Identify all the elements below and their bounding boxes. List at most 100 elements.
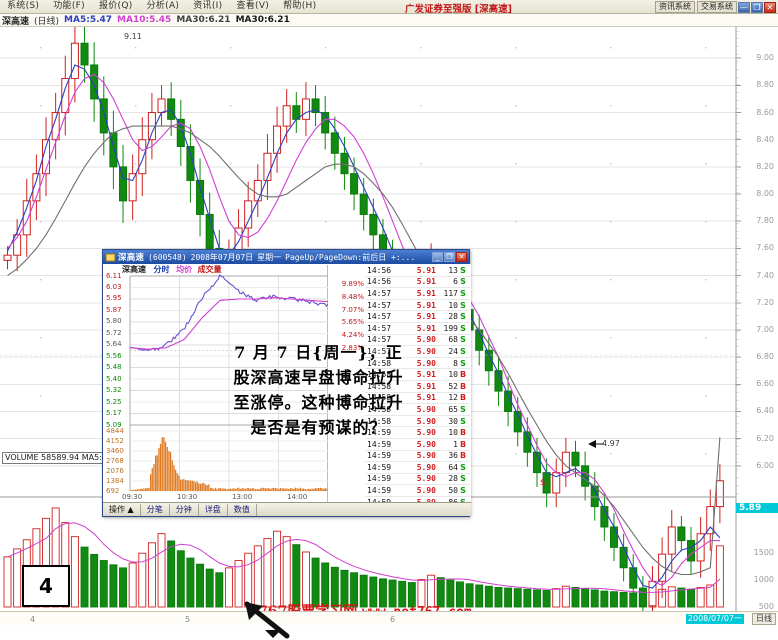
tick-price: 5.90 bbox=[416, 474, 436, 484]
info-ma60: MA30:6.21 bbox=[235, 15, 290, 25]
low-price-label: 4.97 bbox=[602, 439, 620, 448]
intraday-price-tick: 5.56 bbox=[106, 351, 122, 360]
minimize-icon[interactable]: — bbox=[738, 1, 750, 13]
tick-row[interactable]: 14:56 5.91 13 S bbox=[365, 265, 470, 277]
tick-time: 14:57 bbox=[367, 323, 392, 333]
volume-axis-tick: 1500 bbox=[753, 547, 774, 557]
tick-side: S bbox=[460, 288, 466, 298]
tick-list[interactable]: 14:56 5.91 13 S 14:56 5.91 6 S 14:57 5.91 117 S 14:5… bbox=[365, 265, 470, 521]
tick-row[interactable]: 14:58 5.90 65 S bbox=[365, 404, 470, 416]
price-axis-tick: 8.80 bbox=[756, 80, 774, 90]
menu-item-view[interactable]: 查看(V) bbox=[236, 1, 270, 11]
intraday-price-tick: 5.80 bbox=[106, 317, 122, 326]
tick-row[interactable]: 14:59 5.90 36 B bbox=[365, 451, 470, 463]
menu-item-help[interactable]: 帮助(H) bbox=[283, 1, 317, 11]
popup-btn-value[interactable]: 数值 bbox=[228, 503, 257, 516]
tick-row[interactable]: 14:57 5.91 10 S bbox=[365, 300, 470, 312]
tick-row[interactable]: 14:57 5.91 28 S bbox=[365, 311, 470, 323]
intraday-junjia: 均价 bbox=[176, 265, 193, 274]
tick-volume: 50 bbox=[448, 486, 458, 496]
time-axis-tick: 4 bbox=[30, 615, 36, 624]
menu-item-function[interactable]: 功能(F) bbox=[53, 1, 85, 11]
tick-price: 5.91 bbox=[416, 300, 436, 310]
tick-row[interactable]: 14:58 5.90 8 S bbox=[365, 358, 470, 370]
menu-item-info[interactable]: 资讯(I) bbox=[193, 1, 223, 11]
popup-stock-name: 深高速 bbox=[118, 253, 145, 263]
tick-row[interactable]: 14:56 5.91 6 S bbox=[365, 277, 470, 289]
popup-btn-fenbi[interactable]: 分笔 bbox=[141, 503, 170, 516]
menu-item-system[interactable]: 系统(S) bbox=[7, 1, 40, 11]
popup-btn-operation[interactable]: 操作 ▲ bbox=[103, 503, 141, 516]
popup-date: 2008年07月07日 bbox=[190, 252, 254, 262]
tick-price: 5.91 bbox=[416, 370, 436, 380]
price-axis-tick: 9.00 bbox=[756, 53, 774, 63]
popup-window-controls: _ ❐ ✕ bbox=[431, 252, 467, 262]
intraday-price-tick: 5.64 bbox=[106, 340, 122, 349]
tick-row[interactable]: 14:58 5.91 12 B bbox=[365, 393, 470, 405]
tick-row[interactable]: 14:59 5.90 10 B bbox=[365, 427, 470, 439]
intraday-volume-tick: 3460 bbox=[106, 446, 124, 455]
tick-row[interactable]: 14:57 5.91 117 S bbox=[365, 288, 470, 300]
info-period: (日线) bbox=[34, 16, 60, 27]
tick-row[interactable]: 14:58 5.90 30 S bbox=[365, 416, 470, 428]
tick-volume: 117 bbox=[443, 288, 458, 298]
tick-price: 5.90 bbox=[416, 486, 436, 496]
intraday-chart[interactable]: 深高速 分时 均价 成交量 6.11 6.03 5.95 5.87 5.80 5.72 5.… bbox=[104, 265, 328, 503]
status-date-badge: 2008/07/07一 bbox=[685, 614, 744, 624]
popup-btn-detail[interactable]: 详盘 bbox=[199, 503, 228, 516]
chart-info-bar: 深高速 (日线) MA5:5.47 MA10:5.45 MA30:6.21 MA… bbox=[0, 14, 778, 27]
tick-row[interactable]: 14:58 5.91 10 B bbox=[365, 369, 470, 381]
tick-time: 14:58 bbox=[367, 393, 392, 403]
close-icon[interactable]: ✕ bbox=[764, 1, 776, 13]
tick-row[interactable]: 14:59 5.90 50 S bbox=[365, 485, 470, 497]
popup-close-icon[interactable]: ✕ bbox=[456, 252, 467, 262]
low-marker-arrow-icon bbox=[588, 440, 604, 448]
intraday-svg bbox=[129, 274, 328, 492]
tick-time: 14:58 bbox=[367, 404, 392, 414]
percent-change-axis: 9.89% 8.48% 7.07% 5.65% 4.24% 2.83% bbox=[329, 265, 365, 503]
popup-title-bar[interactable]: 深高速 (600548) 2008年07月07日 星期一 PageUp/Page… bbox=[103, 250, 469, 264]
tick-row[interactable]: 14:59 5.90 1 B bbox=[365, 439, 470, 451]
tick-volume: 13 bbox=[448, 265, 458, 275]
tick-row[interactable]: 14:58 5.91 52 B bbox=[365, 381, 470, 393]
tick-volume: 52 bbox=[448, 381, 458, 391]
popup-btn-minute[interactable]: 分钟 bbox=[170, 503, 199, 516]
tick-row[interactable]: 14:59 5.90 28 S bbox=[365, 474, 470, 486]
tick-time: 14:56 bbox=[367, 265, 392, 275]
intraday-volume-tick: 4844 bbox=[106, 426, 124, 435]
intraday-price-tick: 6.11 bbox=[106, 271, 122, 280]
tick-volume: 65 bbox=[448, 404, 458, 414]
tick-row[interactable]: 14:57 5.91 199 S bbox=[365, 323, 470, 335]
trade-system-button[interactable]: 交易系统 bbox=[697, 1, 737, 13]
tick-time: 14:59 bbox=[367, 428, 392, 438]
intraday-price-tick: 5.48 bbox=[106, 363, 122, 372]
intraday-price-tick: 5.32 bbox=[106, 386, 122, 395]
popup-maximize-icon[interactable]: ❐ bbox=[444, 252, 455, 262]
tick-volume: 28 bbox=[448, 312, 458, 322]
price-axis-tick: 8.20 bbox=[756, 161, 774, 171]
info-ma5: MA5:5.47 bbox=[64, 15, 113, 25]
tick-time: 14:59 bbox=[367, 486, 392, 496]
tick-row[interactable]: 14:59 5.90 64 S bbox=[365, 462, 470, 474]
popup-minimize-icon[interactable]: _ bbox=[432, 252, 443, 262]
percent-tick: 9.89% bbox=[341, 280, 364, 288]
info-system-button[interactable]: 资讯系统 bbox=[655, 1, 695, 13]
intraday-time-tick: 10:30 bbox=[177, 493, 198, 501]
tick-side: B bbox=[459, 393, 467, 403]
tick-price: 5.90 bbox=[416, 451, 436, 461]
status-period-badge[interactable]: 日线 bbox=[752, 613, 776, 625]
tick-price: 5.90 bbox=[416, 416, 436, 426]
restore-icon[interactable]: ❐ bbox=[751, 1, 763, 13]
menu-item-analysis[interactable]: 分析(A) bbox=[146, 1, 180, 11]
price-axis-tick: 7.00 bbox=[756, 324, 774, 334]
window-controls: 资讯系统 交易系统 — ❐ ✕ bbox=[653, 1, 776, 13]
tick-row[interactable]: 14:57 5.90 68 S bbox=[365, 335, 470, 347]
tick-row[interactable]: 14:57 5.90 24 S bbox=[365, 346, 470, 358]
price-axis-tick: 7.20 bbox=[756, 297, 774, 307]
intraday-time-tick: 13:00 bbox=[232, 493, 253, 501]
intraday-fenshi: 分时 bbox=[153, 265, 170, 274]
price-axis-tick: 7.80 bbox=[756, 216, 774, 226]
tick-side: S bbox=[460, 346, 466, 356]
menu-item-quote[interactable]: 报价(Q) bbox=[98, 1, 133, 11]
intraday-popup-window[interactable]: 深高速 (600548) 2008年07月07日 星期一 PageUp/Page… bbox=[102, 249, 471, 639]
